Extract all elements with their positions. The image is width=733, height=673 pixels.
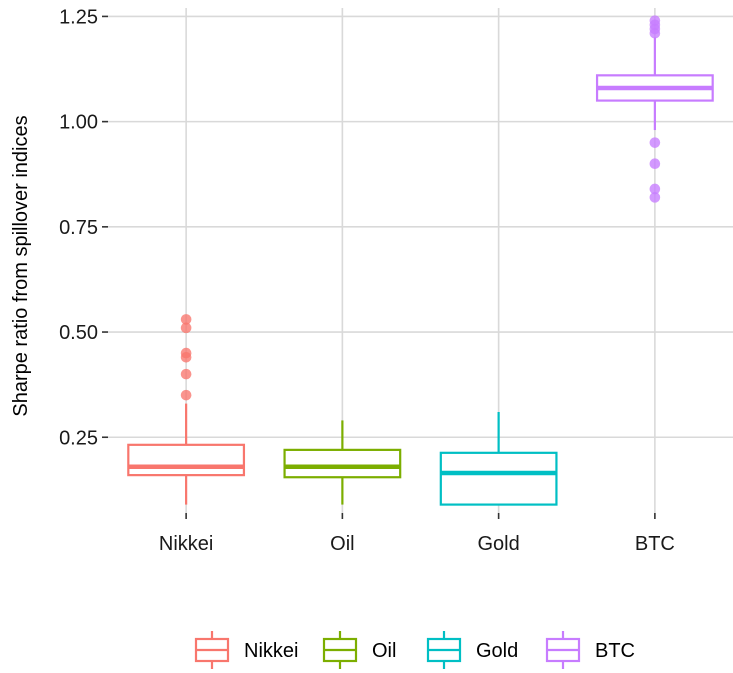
box-btc [595,37,714,131]
legend-item-btc: BTC [545,631,635,669]
legend-label: Gold [476,640,518,662]
y-tick-label: 1.00 [59,112,98,134]
y-tick-label: 0.25 [59,427,98,449]
legend-item-gold: Gold [426,631,518,669]
iqr-box [283,448,402,479]
legend-item-oil: Oil [322,631,396,669]
outlier-point [649,137,661,148]
legend-label: Nikkei [244,640,298,662]
outlier-point [180,368,192,380]
x-tick-label: Oil [330,533,354,555]
boxes [127,37,714,506]
x-tick-label: Gold [478,533,520,555]
y-axis-ticks: 0.25 0.50 0.75 1.00 1.25 [59,6,108,449]
outlier-points [180,15,661,401]
legend: Nikkei Oil Gold BTC [194,631,635,669]
outlier-point [180,389,192,401]
y-tick-label: 1.25 [59,6,98,28]
outlier-point [649,158,661,170]
box-gold [439,412,558,506]
y-axis-title: Sharpe ratio from spillover indices [10,115,32,416]
outlier-point [180,347,192,359]
outlier-point [649,192,661,203]
y-tick-label: 0.50 [59,322,98,344]
y-tick-label: 0.75 [59,217,98,239]
legend-item-nikkei: Nikkei [194,631,298,669]
legend-label: BTC [595,640,635,662]
grid-lines [108,8,733,513]
legend-label: Oil [372,640,396,662]
outlier-point [180,322,192,334]
box-oil [283,420,402,505]
x-tick-label: Nikkei [159,533,213,555]
outlier-point [649,183,661,195]
outlier-point [649,15,661,26]
outlier-point [180,314,192,325]
iqr-box [127,443,246,477]
x-tick-label: BTC [635,533,675,555]
x-axis-ticks: Nikkei Oil Gold BTC [159,513,675,555]
iqr-box [439,451,558,506]
box-nikkei [127,403,246,505]
